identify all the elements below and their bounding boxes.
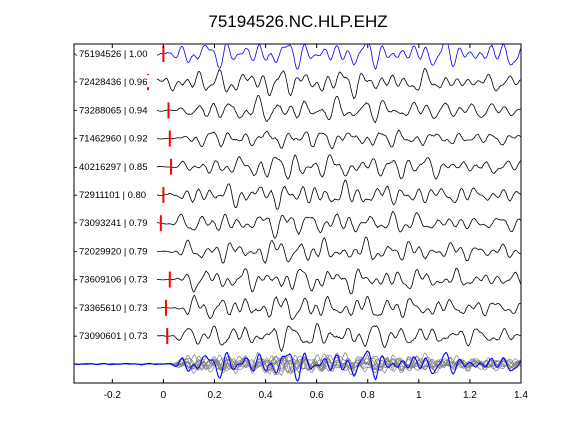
- trace-label-background: [77, 329, 157, 341]
- x-tick-label: 0.4: [259, 390, 273, 401]
- trace-label-73093241: 73093241 | 0.79: [77, 216, 157, 229]
- x-tick-label: 0: [161, 390, 167, 401]
- x-tick-label: 0.8: [361, 390, 375, 401]
- x-tick-label: 0.2: [208, 390, 222, 401]
- trace-label-background: [77, 103, 157, 116]
- trace-label-background: [77, 47, 157, 59]
- pick-markers-layer: [147, 46, 173, 344]
- trace-label-40216297: 40216297 | 0.85: [77, 159, 157, 173]
- trace-label-text: 73093241 | 0.79: [79, 218, 148, 229]
- trace-label-71462960: 71462960 | 0.92: [77, 131, 157, 145]
- trace-label-75194526: 75194526 | 1.00: [77, 47, 157, 60]
- trace-labels-layer: 75194526 | 1.00 72428436 | 0.96 73288065 |…: [77, 47, 157, 342]
- trace-label-text: 40216297 | 0.85: [79, 162, 148, 173]
- trace-label-background: [77, 75, 157, 88]
- trace-label-text: 71462960 | 0.92: [79, 134, 148, 145]
- trace-label-text: 73609106 | 0.73: [79, 275, 148, 286]
- stack-trace-73090601: [74, 354, 521, 377]
- trace-label-text: 75194526 | 1.00: [79, 49, 148, 60]
- trace-label-text: 72029920 | 0.79: [79, 246, 148, 257]
- x-axis: -0.2 0 0.2 0.4 0.6 0.8 1 1.2 1.4: [104, 44, 528, 401]
- trace-label-73365610: 73365610 | 0.73: [77, 300, 157, 314]
- chart-title: 75194526.NC.HLP.EHZ: [208, 12, 387, 31]
- x-tick-label: 0.6: [310, 390, 324, 401]
- trace-label-background: [77, 244, 157, 257]
- trace-label-text: 72911101 | 0.80: [79, 190, 146, 201]
- trace-label-background: [77, 188, 157, 200]
- trace-label-text: 73090601 | 0.73: [79, 331, 148, 342]
- trace-label-background: [77, 159, 157, 172]
- trace-label-background: [77, 216, 157, 229]
- stack-layer: [74, 350, 521, 382]
- x-tick-label: 1.4: [514, 390, 528, 401]
- x-tick-label: 1.2: [463, 390, 477, 401]
- trace-label-73288065: 73288065 | 0.94: [77, 103, 157, 116]
- trace-label-background: [77, 131, 157, 144]
- trace-label-text: 73365610 | 0.73: [79, 303, 148, 314]
- trace-label-73609106: 73609106 | 0.73: [77, 272, 157, 286]
- trace-label-background: [77, 300, 157, 313]
- trace-label-text: 72428436 | 0.96: [79, 77, 148, 88]
- x-tick-label: 1: [416, 390, 422, 401]
- trace-label-text: 73288065 | 0.94: [79, 105, 148, 116]
- plot-frame: [73, 43, 522, 384]
- stack-trace-75194526: [74, 350, 521, 382]
- trace-label-72911101: 72911101 | 0.80: [77, 188, 157, 201]
- trace-label-72029920: 72029920 | 0.79: [77, 244, 157, 257]
- trace-label-background: [77, 272, 157, 285]
- trace-label-73090601: 73090601 | 0.73: [77, 329, 157, 342]
- x-tick-label: -0.2: [104, 390, 122, 401]
- trace-label-72428436: 72428436 | 0.96: [77, 75, 157, 88]
